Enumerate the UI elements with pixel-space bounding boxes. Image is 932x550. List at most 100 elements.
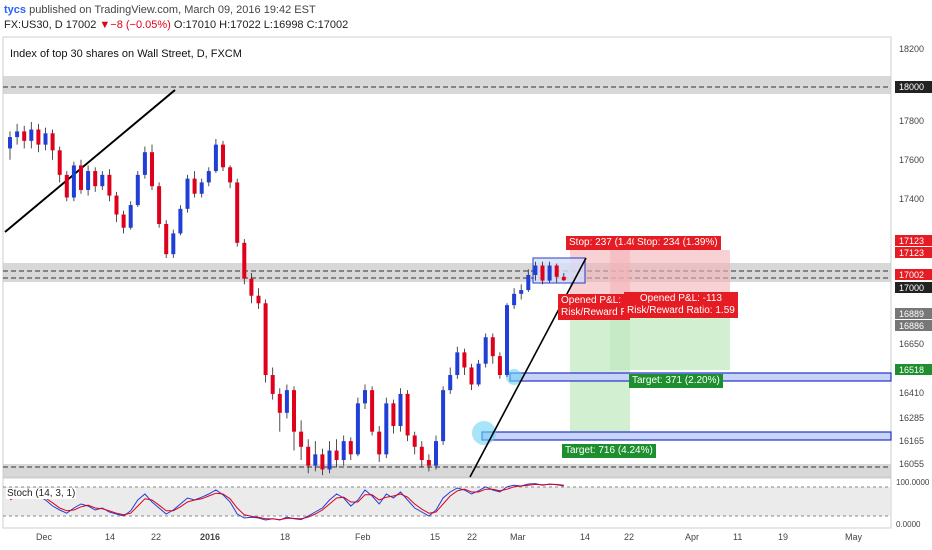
candle-down bbox=[370, 390, 375, 432]
stoch-d-line bbox=[9, 483, 564, 521]
candle-up bbox=[526, 274, 531, 291]
price-chart[interactable]: 18200 17800 17600 17400 16650 16410 1628… bbox=[0, 36, 932, 550]
target-label-1: Target: 371 (2.20%) bbox=[629, 374, 723, 388]
time-tick: May bbox=[845, 532, 863, 542]
stoch-tick-0: 0.0000 bbox=[896, 520, 921, 529]
candle-up bbox=[441, 390, 446, 442]
symbol-ohlc: O:17010 H:17022 L:16998 C:17002 bbox=[170, 19, 349, 31]
candle-up bbox=[8, 137, 12, 149]
price-tag-18000: 18000 bbox=[899, 82, 924, 92]
candle-up bbox=[448, 375, 453, 391]
level-box-16165 bbox=[481, 431, 892, 441]
touch-circle-1 bbox=[506, 369, 522, 385]
candle-down bbox=[150, 152, 154, 187]
stoch-k-line bbox=[9, 483, 564, 521]
stoch-indicator-label[interactable]: Stoch (14, 3, 1) bbox=[6, 488, 77, 499]
time-tick: Mar bbox=[510, 532, 526, 542]
candle-down bbox=[277, 393, 282, 413]
time-tick: 2016 bbox=[200, 532, 220, 542]
price-tag-bg bbox=[895, 308, 932, 319]
candle-up bbox=[505, 305, 509, 376]
candle-down bbox=[192, 178, 197, 194]
candle-up bbox=[135, 174, 140, 206]
pl-label-2-line2: Risk/Reward Ratio: 1.59 bbox=[627, 305, 735, 316]
price-tick: 16650 bbox=[899, 339, 924, 349]
candle-up bbox=[384, 403, 389, 455]
candle-up bbox=[185, 178, 190, 209]
candle-up bbox=[29, 129, 34, 141]
candle-down bbox=[377, 431, 382, 455]
candle-down bbox=[228, 167, 233, 183]
time-tick: 22 bbox=[624, 532, 634, 542]
candle-down bbox=[469, 367, 474, 385]
price-tag-bg bbox=[895, 247, 932, 258]
candle-down bbox=[490, 337, 495, 357]
time-tick: 19 bbox=[778, 532, 788, 542]
candle-down bbox=[107, 174, 112, 196]
candle-down bbox=[462, 352, 467, 368]
time-tick: Apr bbox=[685, 532, 699, 542]
price-tag-17123a: 17123 bbox=[899, 236, 924, 246]
time-tick: 14 bbox=[580, 532, 590, 542]
price-tick: 16410 bbox=[899, 388, 924, 398]
publish-info: tycs published on TradingView.com, March… bbox=[4, 4, 316, 16]
candle-down bbox=[64, 174, 69, 198]
candle-down bbox=[561, 276, 566, 281]
candle-up bbox=[178, 208, 183, 234]
candle-up bbox=[71, 165, 76, 198]
time-tick: Feb bbox=[355, 532, 371, 542]
stoch-tick-100: 100.0000 bbox=[896, 478, 930, 487]
candle-up bbox=[476, 363, 481, 385]
candle-up bbox=[199, 182, 204, 194]
candle-down bbox=[391, 403, 396, 427]
price-tick: 18200 bbox=[899, 44, 924, 54]
price-tag-bg bbox=[895, 235, 932, 246]
price-tag-17123b: 17123 bbox=[899, 248, 924, 258]
support-zone-17000 bbox=[3, 263, 891, 282]
candle-down bbox=[334, 450, 339, 461]
candle-down bbox=[114, 195, 119, 215]
candle-up bbox=[15, 131, 20, 138]
stop-label-2: Stop: 234 (1.39%) bbox=[634, 236, 721, 250]
price-tag-bg bbox=[895, 81, 932, 93]
candle-down bbox=[419, 446, 424, 461]
chart-title: Index of top 30 shares on Wall Street, D… bbox=[8, 48, 244, 60]
stoch-band bbox=[3, 487, 891, 516]
price-tag-bg bbox=[895, 282, 932, 293]
candle-up bbox=[327, 450, 332, 470]
candle-series bbox=[8, 121, 566, 476]
candle-up bbox=[547, 265, 552, 281]
price-tick: 17400 bbox=[899, 194, 924, 204]
time-tick: 22 bbox=[151, 532, 161, 542]
candle-down bbox=[249, 278, 254, 296]
candle-down bbox=[270, 375, 275, 394]
candle-down bbox=[157, 186, 162, 224]
resistance-zone bbox=[3, 76, 891, 94]
candle-down bbox=[93, 171, 98, 187]
candle-up bbox=[100, 174, 105, 187]
candle-up bbox=[483, 337, 488, 364]
candle-up bbox=[171, 233, 176, 255]
candle-down bbox=[256, 295, 261, 304]
candle-up bbox=[398, 393, 403, 427]
candle-up bbox=[86, 171, 91, 190]
candle-down bbox=[164, 223, 169, 255]
price-tag-bg bbox=[895, 269, 932, 280]
candle-up bbox=[142, 152, 147, 175]
candle-down bbox=[235, 182, 240, 243]
candle-up bbox=[43, 133, 48, 145]
author-link[interactable]: tycs bbox=[4, 4, 27, 16]
time-tick: 22 bbox=[467, 532, 477, 542]
price-tag-16518: 16518 bbox=[899, 365, 924, 375]
time-tick: 14 bbox=[105, 532, 115, 542]
candle-up bbox=[206, 171, 211, 183]
symbol-change: ▼−8 (−0.05%) bbox=[99, 19, 171, 31]
candle-down bbox=[497, 356, 502, 376]
candle-down bbox=[540, 265, 545, 281]
candle-down bbox=[57, 150, 62, 175]
candle-down bbox=[263, 303, 268, 376]
price-tick: 16055 bbox=[899, 459, 924, 469]
pl-label-2: Opened P&L: -113 Risk/Reward Ratio: 1.59 bbox=[624, 292, 738, 318]
pl-label-1: Opened P&L: -1 Risk/Reward Ratio: bbox=[558, 294, 630, 320]
symbol-prefix: FX:US30, D 17002 bbox=[4, 19, 100, 31]
